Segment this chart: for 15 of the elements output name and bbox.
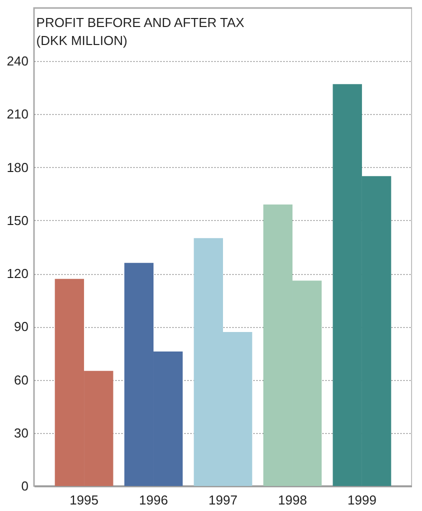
y-tick-label: 60 [14,372,28,388]
x-tick-label: 1996 [139,492,168,508]
y-tick-label: 150 [6,212,28,228]
x-tick-label: 1998 [278,492,307,508]
x-tick-label: 1999 [348,492,376,508]
y-tick-label: 210 [6,106,28,122]
y-tick-label: 90 [14,319,28,334]
x-tick-label: 1997 [208,492,238,508]
y-tick-label: 120 [6,266,28,282]
y-tick-label: 0 [21,478,28,494]
y-tick-label: 30 [14,425,28,440]
y-tick-label: 180 [6,160,28,175]
y-tick-label: 240 [6,54,28,69]
text: PROFIT BEFORE AND AFTER TAX (DKK MILLION) [36,15,245,48]
x-tick-label: 1995 [70,492,98,508]
